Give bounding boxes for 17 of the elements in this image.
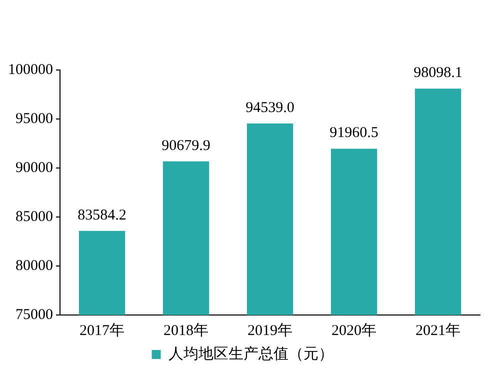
x-tick-label: 2021年 bbox=[416, 322, 460, 339]
y-tick-label: 100000 bbox=[8, 62, 53, 78]
legend-label: 人均地区生产总值（元） bbox=[168, 345, 334, 362]
data-label: 91960.5 bbox=[330, 125, 378, 142]
x-tick-label: 2020年 bbox=[332, 322, 376, 339]
x-tick-label: 2017年 bbox=[80, 322, 124, 339]
data-label: 94539.0 bbox=[246, 100, 294, 116]
data-label: 90679.9 bbox=[162, 138, 210, 154]
y-tick-label: 80000 bbox=[16, 258, 53, 274]
data-label: 98098.1 bbox=[414, 65, 462, 82]
y-tick-label: 75000 bbox=[16, 306, 53, 323]
y-tick-label: 95000 bbox=[16, 110, 53, 127]
x-tick-label: 2018年 bbox=[164, 322, 208, 339]
x-tick-label: 2019年 bbox=[248, 322, 292, 339]
y-tick-label: 85000 bbox=[16, 208, 53, 225]
data-label: 83584.2 bbox=[78, 207, 126, 224]
y-tick-label: 90000 bbox=[16, 160, 53, 176]
